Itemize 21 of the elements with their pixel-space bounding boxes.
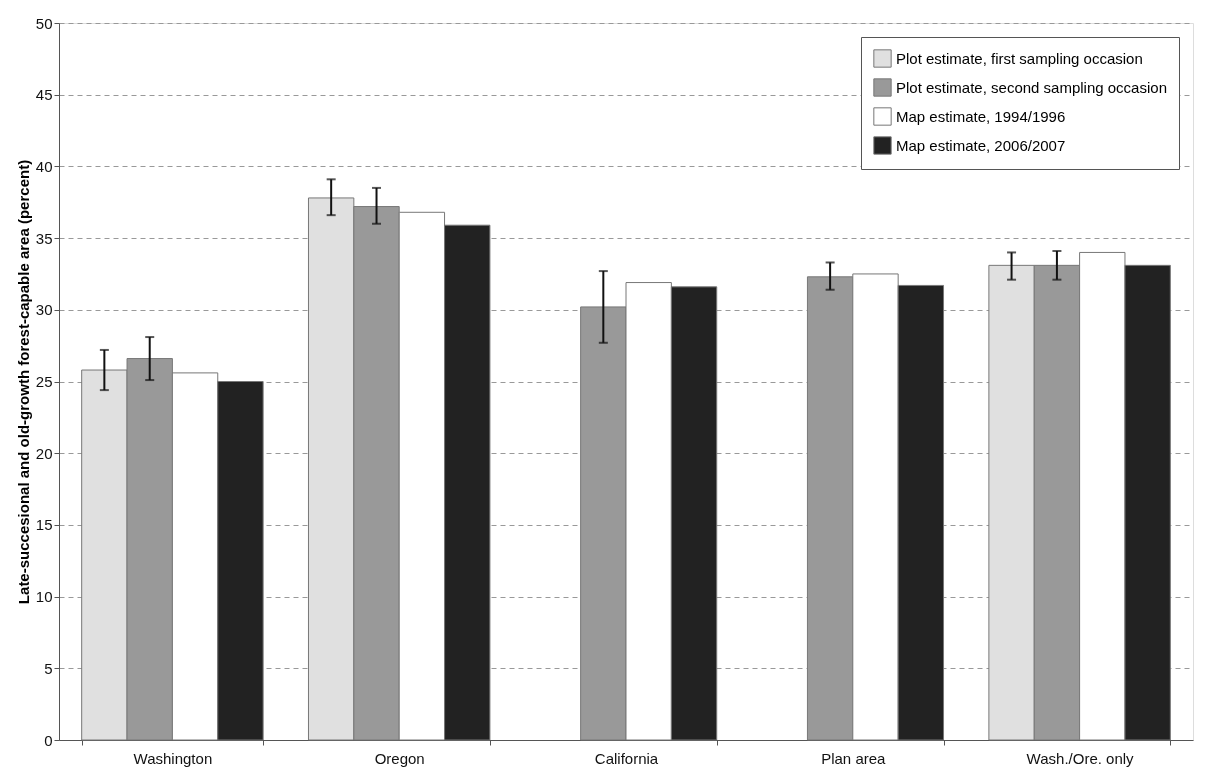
legend-label: Plot estimate, second sampling occasion (896, 78, 1167, 96)
y-tick-label: 15 (35, 516, 53, 534)
y-tick-label: 45 (35, 86, 53, 104)
x-tick-label: California (594, 749, 659, 767)
y-tick-label: 20 (35, 444, 53, 462)
x-tick-label: Wash./Ore. only (1026, 749, 1135, 767)
y-tick-label: 10 (35, 588, 53, 606)
y-tick-label: 30 (35, 301, 53, 319)
x-tick-label: Plan area (821, 749, 887, 767)
y-tick-label: 40 (35, 157, 53, 175)
y-tick-label: 25 (35, 373, 53, 390)
legend-label: Plot estimate, first sampling occasion (896, 49, 1143, 67)
y-axis-title: Late-succesional and old-growth forest-capable area (percent) (14, 159, 32, 605)
y-tick-label: 5 (44, 659, 53, 677)
x-tick-label: Oregon (374, 749, 425, 767)
y-tick-label: 0 (44, 731, 53, 749)
legend-label: Map estimate, 2006/2007 (896, 136, 1066, 154)
legend-label: Map estimate, 1994/1996 (896, 107, 1066, 125)
y-tick-label: 50 (35, 14, 53, 32)
y-tick-label: 35 (35, 229, 53, 247)
x-tick-label: Washington (133, 749, 213, 767)
